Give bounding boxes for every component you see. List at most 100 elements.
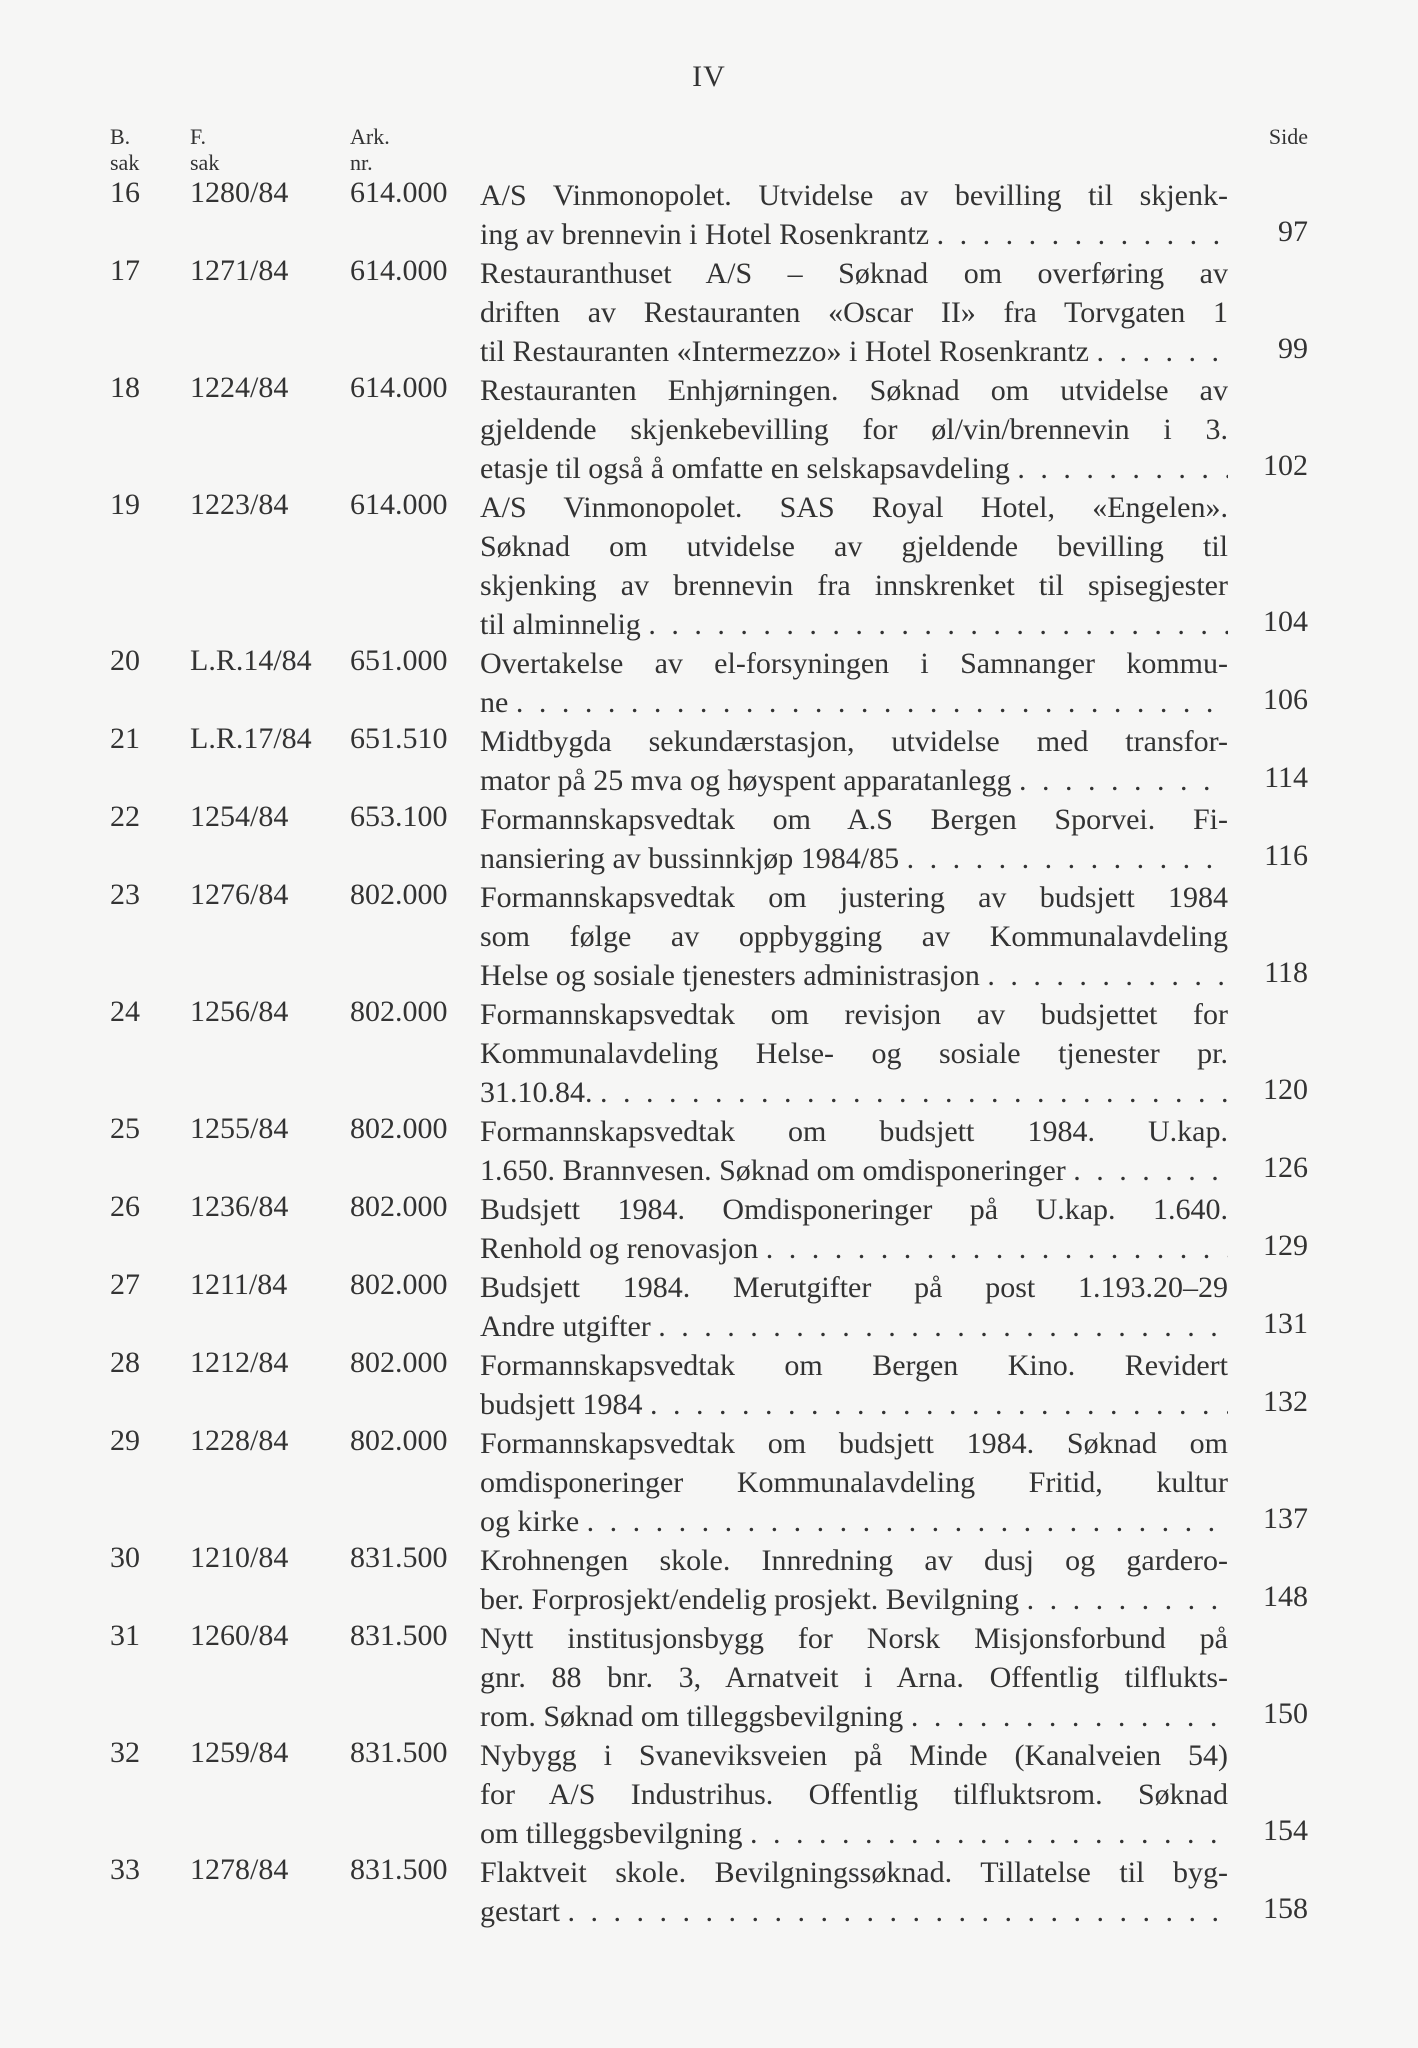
entry-page: 104	[1228, 605, 1308, 644]
index-row: 291228/84802.000Formannskapsvedtak om bu…	[110, 1424, 1308, 1463]
index-row: 311260/84831.500Nytt institusjonsbygg fo…	[110, 1619, 1308, 1658]
hdr-a2: nr.	[350, 150, 480, 176]
f-sak: 1236/84	[190, 1190, 350, 1268]
entry-desc: gestart . . . . . . . . . . . . . . . . …	[480, 1892, 1228, 1931]
entry-desc: Budsjett 1984. Merutgifter på post 1.193…	[480, 1268, 1228, 1307]
f-sak: 1280/84	[190, 176, 350, 254]
ark-nr: 802.000	[350, 1346, 480, 1424]
ark-nr: 802.000	[350, 1112, 480, 1190]
b-sak: 32	[110, 1736, 190, 1853]
entry-desc: A/S Vinmonopolet. Utvidelse av bevilling…	[480, 176, 1228, 215]
entry-desc: Overtakelse av el-forsyningen i Samnange…	[480, 644, 1228, 683]
ark-nr: 831.500	[350, 1853, 480, 1931]
entry-page: 97	[1228, 215, 1308, 254]
entry-desc: gjeldende skjenkebevilling for øl/vin/br…	[480, 410, 1228, 449]
b-sak: 27	[110, 1268, 190, 1346]
f-sak: 1255/84	[190, 1112, 350, 1190]
entry-desc: Formannskapsvedtak om A.S Bergen Sporvei…	[480, 800, 1228, 839]
ark-nr: 614.000	[350, 254, 480, 371]
f-sak: 1212/84	[190, 1346, 350, 1424]
ark-nr: 651.000	[350, 644, 480, 722]
entry-desc: 31.10.84. . . . . . . . . . . . . . . . …	[480, 1073, 1228, 1112]
ark-nr: 802.000	[350, 1424, 480, 1541]
entry-page: 126	[1228, 1151, 1308, 1190]
f-sak: 1278/84	[190, 1853, 350, 1931]
index-row: 301210/84831.500Krohnengen skole. Innred…	[110, 1541, 1308, 1580]
entry-page: 132	[1228, 1385, 1308, 1424]
entry-desc: etasje til også å omfatte en selskapsavd…	[480, 449, 1228, 488]
b-sak: 22	[110, 800, 190, 878]
entry-desc: og kirke . . . . . . . . . . . . . . . .…	[480, 1502, 1228, 1541]
hdr-b1: B.	[110, 124, 190, 150]
entry-desc: om tilleggsbevilgning . . . . . . . . . …	[480, 1814, 1228, 1853]
b-sak: 33	[110, 1853, 190, 1931]
entry-desc: Formannskapsvedtak om Bergen Kino. Revid…	[480, 1346, 1228, 1385]
entry-desc: Nybygg i Svaneviksveien på Minde (Kanalv…	[480, 1736, 1228, 1775]
entry-page: 118	[1228, 956, 1308, 995]
b-sak: 24	[110, 995, 190, 1112]
index-row: 20L.R.14/84651.000Overtakelse av el-fors…	[110, 644, 1308, 683]
b-sak: 28	[110, 1346, 190, 1424]
entry-desc: Budsjett 1984. Omdisponeringer på U.kap.…	[480, 1190, 1228, 1229]
entry-page: 99	[1228, 332, 1308, 371]
index-row: 161280/84614.000A/S Vinmonopolet. Utvide…	[110, 176, 1308, 215]
ark-nr: 802.000	[350, 1268, 480, 1346]
hdr-f1: F.	[190, 124, 350, 150]
entry-desc: ne . . . . . . . . . . . . . . . . . . .…	[480, 683, 1228, 722]
b-sak: 23	[110, 878, 190, 995]
entry-desc: budsjett 1984 . . . . . . . . . . . . . …	[480, 1385, 1228, 1424]
entry-desc: Formannskapsvedtak om budsjett 1984. Søk…	[480, 1424, 1228, 1463]
b-sak: 17	[110, 254, 190, 371]
entry-page: 154	[1228, 1814, 1308, 1853]
f-sak: 1254/84	[190, 800, 350, 878]
entry-desc: Formannskapsvedtak om revisjon av budsje…	[480, 995, 1228, 1034]
b-sak: 18	[110, 371, 190, 488]
f-sak: 1260/84	[190, 1619, 350, 1736]
ark-nr: 614.000	[350, 176, 480, 254]
entry-page: 102	[1228, 449, 1308, 488]
ark-nr: 614.000	[350, 488, 480, 644]
entry-page: 114	[1228, 761, 1308, 800]
entry-desc: for A/S Industrihus. Offentlig tilflukts…	[480, 1775, 1228, 1814]
entry-desc: omdisponeringer Kommunalavdeling Fritid,…	[480, 1463, 1228, 1502]
b-sak: 31	[110, 1619, 190, 1736]
entry-page: 148	[1228, 1580, 1308, 1619]
entry-page: 150	[1228, 1697, 1308, 1736]
entry-page: 131	[1228, 1307, 1308, 1346]
entry-desc: ing av brennevin i Hotel Rosenkrantz . .…	[480, 215, 1228, 254]
entry-desc: Andre utgifter . . . . . . . . . . . . .…	[480, 1307, 1228, 1346]
hdr-f2: sak	[190, 150, 350, 176]
index-row: 221254/84653.100Formannskapsvedtak om A.…	[110, 800, 1308, 839]
ark-nr: 831.500	[350, 1619, 480, 1736]
f-sak: 1276/84	[190, 878, 350, 995]
index-row: 281212/84802.000Formannskapsvedtak om Be…	[110, 1346, 1308, 1385]
index-row: 181224/84614.000Restauranten Enhjørninge…	[110, 371, 1308, 410]
entry-desc: 1.650. Brannvesen. Søknad om omdisponeri…	[480, 1151, 1228, 1190]
ark-nr: 614.000	[350, 371, 480, 488]
entry-desc: gnr. 88 bnr. 3, Arnatveit i Arna. Offent…	[480, 1658, 1228, 1697]
index-row: 191223/84614.000A/S Vinmonopolet. SAS Ro…	[110, 488, 1308, 527]
f-sak: 1224/84	[190, 371, 350, 488]
index-row: 251255/84802.000Formannskapsvedtak om bu…	[110, 1112, 1308, 1151]
index-row: 231276/84802.000Formannskapsvedtak om ju…	[110, 878, 1308, 917]
hdr-b2: sak	[110, 150, 190, 176]
entry-page: 116	[1228, 839, 1308, 878]
entry-desc: Formannskapsvedtak om budsjett 1984. U.k…	[480, 1112, 1228, 1151]
entry-desc: som følge av oppbygging av Kommunalavdel…	[480, 917, 1228, 956]
entry-desc: mator på 25 mva og høyspent apparatanleg…	[480, 761, 1228, 800]
ark-nr: 651.510	[350, 722, 480, 800]
entry-desc: rom. Søknad om tilleggsbevilgning . . . …	[480, 1697, 1228, 1736]
index-row: 271211/84802.000Budsjett 1984. Merutgift…	[110, 1268, 1308, 1307]
b-sak: 25	[110, 1112, 190, 1190]
page-number: IV	[110, 60, 1308, 94]
entry-desc: Flaktveit skole. Bevilgningssøknad. Till…	[480, 1853, 1228, 1892]
ark-nr: 802.000	[350, 1190, 480, 1268]
entry-page: 137	[1228, 1502, 1308, 1541]
entry-desc: til Restauranten «Intermezzo» i Hotel Ro…	[480, 332, 1228, 371]
entry-desc: Restauranthuset A/S – Søknad om overføri…	[480, 254, 1228, 293]
f-sak: L.R.17/84	[190, 722, 350, 800]
index-row: 261236/84802.000Budsjett 1984. Omdispone…	[110, 1190, 1308, 1229]
entry-desc: Søknad om utvidelse av gjeldende bevilli…	[480, 527, 1228, 566]
entry-desc: Formannskapsvedtak om justering av budsj…	[480, 878, 1228, 917]
entry-desc: Midtbygda sekundærstasjon, utvidelse med…	[480, 722, 1228, 761]
